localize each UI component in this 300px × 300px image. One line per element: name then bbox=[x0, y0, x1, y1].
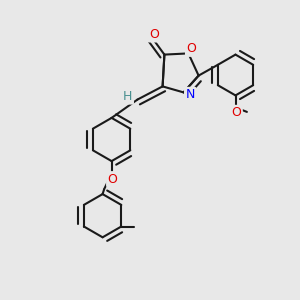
Text: O: O bbox=[187, 42, 196, 56]
Text: H: H bbox=[123, 90, 133, 103]
Text: O: O bbox=[149, 28, 159, 41]
Text: O: O bbox=[108, 172, 117, 186]
Text: O: O bbox=[232, 106, 241, 119]
Text: N: N bbox=[185, 88, 195, 101]
